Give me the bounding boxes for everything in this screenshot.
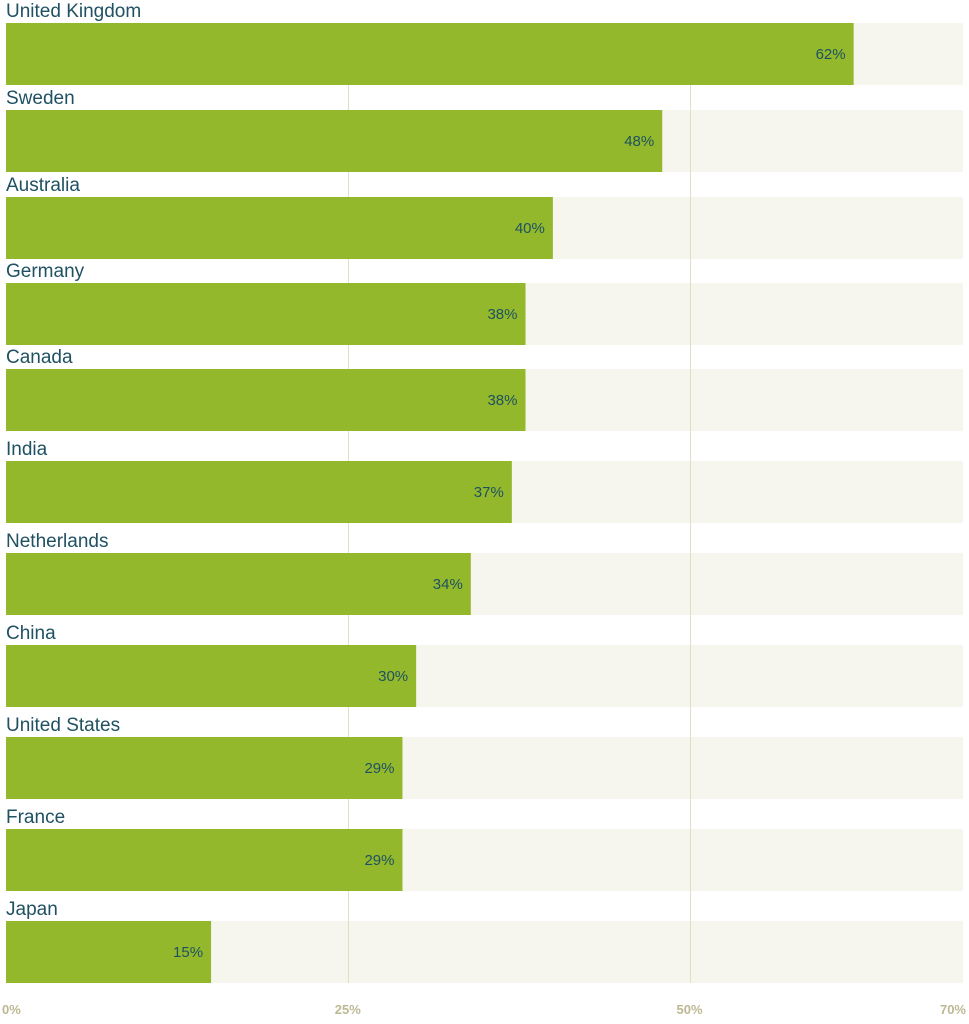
category-label: India [6, 439, 48, 460]
category-label: Australia [6, 175, 80, 196]
bar[interactable] [6, 921, 212, 983]
bar[interactable] [6, 369, 526, 431]
category-label: Canada [6, 347, 73, 368]
bar[interactable] [6, 283, 526, 345]
bar[interactable] [6, 110, 663, 172]
value-label: 29% [364, 852, 394, 869]
category-label: Germany [6, 261, 85, 282]
bar[interactable] [6, 461, 512, 523]
bar[interactable] [6, 645, 417, 707]
category-label: France [6, 807, 65, 828]
x-tick-label: 0% [2, 1002, 21, 1017]
value-label: 48% [624, 133, 654, 150]
value-label: 62% [816, 46, 846, 63]
x-tick-label: 50% [677, 1002, 703, 1017]
bar[interactable] [6, 197, 553, 259]
category-label: Japan [6, 899, 58, 920]
bar[interactable] [6, 553, 471, 615]
value-label: 30% [378, 668, 408, 685]
x-tick-label: 70% [940, 1002, 966, 1017]
category-label: United Kingdom [6, 1, 141, 22]
value-label: 29% [364, 760, 394, 777]
bar[interactable] [6, 829, 403, 891]
value-label: 34% [433, 576, 463, 593]
category-label: Sweden [6, 88, 75, 109]
value-label: 40% [515, 220, 545, 237]
x-tick-label: 25% [335, 1002, 361, 1017]
bar[interactable] [6, 23, 854, 85]
category-label: China [6, 623, 56, 644]
value-label: 37% [474, 484, 504, 501]
category-label: United States [6, 715, 120, 736]
category-label: Netherlands [6, 531, 108, 552]
bar[interactable] [6, 737, 403, 799]
value-label: 38% [487, 306, 517, 323]
value-label: 38% [487, 392, 517, 409]
value-label: 15% [173, 944, 203, 961]
